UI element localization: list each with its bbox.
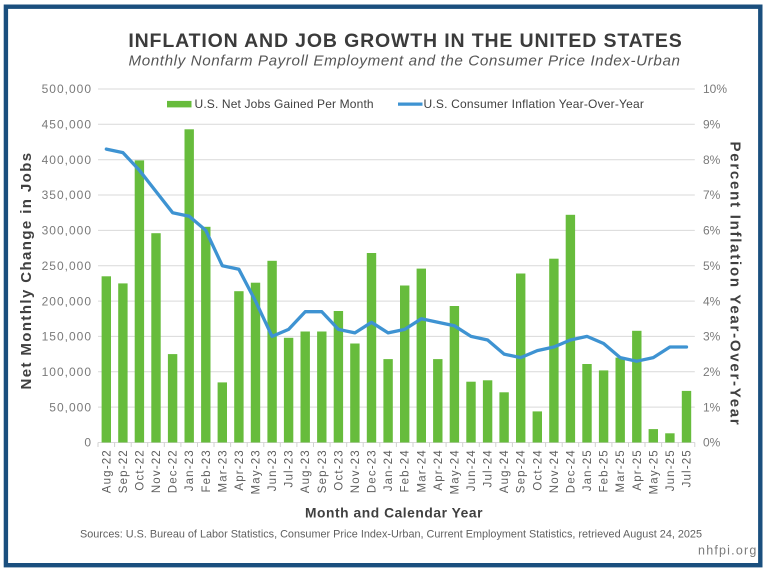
svg-text:100,000: 100,000 <box>42 365 92 379</box>
svg-text:500,000: 500,000 <box>42 82 92 96</box>
svg-text:Jan-24: Jan-24 <box>383 449 395 491</box>
svg-text:Nov-22: Nov-22 <box>151 449 163 493</box>
svg-text:Aug-23: Aug-23 <box>300 449 312 493</box>
svg-text:200,000: 200,000 <box>42 294 92 308</box>
svg-text:Apr-24: Apr-24 <box>433 449 445 490</box>
svg-text:3%: 3% <box>703 330 721 344</box>
svg-text:9%: 9% <box>703 118 721 132</box>
svg-text:nhfpi.org: nhfpi.org <box>698 544 757 558</box>
svg-text:Mar-25: Mar-25 <box>615 449 627 492</box>
svg-text:INFLATION AND JOB GROWTH IN TH: INFLATION AND JOB GROWTH IN THE UNITED S… <box>128 30 682 52</box>
svg-text:Aug-22: Aug-22 <box>101 449 113 493</box>
svg-text:Dec-23: Dec-23 <box>367 449 379 493</box>
svg-text:1%: 1% <box>703 400 721 414</box>
svg-text:U.S. Consumer Inflation Year-O: U.S. Consumer Inflation Year-Over-Year <box>424 97 645 111</box>
svg-text:350,000: 350,000 <box>42 188 92 202</box>
svg-text:Jul-24: Jul-24 <box>483 449 495 487</box>
svg-text:250,000: 250,000 <box>42 259 92 273</box>
svg-text:Jul-25: Jul-25 <box>682 449 694 487</box>
svg-text:Apr-23: Apr-23 <box>234 449 246 490</box>
svg-text:Sep-24: Sep-24 <box>516 449 528 493</box>
svg-text:Sources: U.S. Bureau of Labor: Sources: U.S. Bureau of Labor Statistics… <box>80 529 702 541</box>
svg-text:Sep-23: Sep-23 <box>317 449 329 493</box>
svg-text:4%: 4% <box>703 294 721 308</box>
svg-text:Jan-23: Jan-23 <box>184 449 196 491</box>
svg-text:Oct-22: Oct-22 <box>134 449 146 490</box>
svg-text:50,000: 50,000 <box>49 400 92 414</box>
svg-text:Aug-24: Aug-24 <box>499 449 511 493</box>
svg-text:450,000: 450,000 <box>42 118 92 132</box>
svg-text:0: 0 <box>84 436 92 450</box>
svg-text:Percent Inflation Year-Over-Ye: Percent Inflation Year-Over-Year <box>727 142 744 427</box>
svg-text:10%: 10% <box>703 82 727 96</box>
svg-text:Jun-23: Jun-23 <box>267 449 279 491</box>
svg-text:Apr-25: Apr-25 <box>632 449 644 490</box>
svg-text:2%: 2% <box>703 365 721 379</box>
svg-text:150,000: 150,000 <box>42 330 92 344</box>
svg-text:Net Monthly Change in Jobs: Net Monthly Change in Jobs <box>18 151 35 389</box>
svg-text:Jun-24: Jun-24 <box>466 449 478 491</box>
svg-text:Month and Calendar Year: Month and Calendar Year <box>305 506 483 521</box>
svg-text:7%: 7% <box>703 188 721 202</box>
svg-text:0%: 0% <box>703 436 721 450</box>
svg-text:Nov-24: Nov-24 <box>549 449 561 493</box>
svg-text:Dec-22: Dec-22 <box>168 449 180 493</box>
svg-text:Sep-22: Sep-22 <box>118 449 130 493</box>
svg-text:Mar-23: Mar-23 <box>217 449 229 492</box>
svg-text:Oct-23: Oct-23 <box>333 449 345 490</box>
svg-text:Nov-23: Nov-23 <box>350 449 362 493</box>
svg-text:Jun-25: Jun-25 <box>665 449 677 491</box>
svg-text:Feb-25: Feb-25 <box>599 449 611 492</box>
svg-text:Oct-24: Oct-24 <box>532 449 544 490</box>
svg-text:Monthly Nonfarm Payroll Employ: Monthly Nonfarm Payroll Employment and t… <box>128 53 680 70</box>
svg-text:May-25: May-25 <box>648 449 660 494</box>
svg-text:400,000: 400,000 <box>42 153 92 167</box>
svg-text:Dec-24: Dec-24 <box>565 449 577 493</box>
svg-text:U.S. Net Jobs Gained Per Month: U.S. Net Jobs Gained Per Month <box>195 97 374 111</box>
svg-text:Mar-24: Mar-24 <box>416 449 428 492</box>
svg-text:8%: 8% <box>703 153 721 167</box>
svg-text:May-23: May-23 <box>251 449 263 494</box>
svg-text:300,000: 300,000 <box>42 224 92 238</box>
svg-text:Feb-24: Feb-24 <box>400 449 412 492</box>
svg-text:6%: 6% <box>703 224 721 238</box>
svg-text:Jul-23: Jul-23 <box>284 449 296 487</box>
svg-text:Feb-23: Feb-23 <box>201 449 213 492</box>
svg-text:May-24: May-24 <box>449 449 461 494</box>
svg-text:5%: 5% <box>703 259 721 273</box>
svg-text:Jan-25: Jan-25 <box>582 449 594 491</box>
